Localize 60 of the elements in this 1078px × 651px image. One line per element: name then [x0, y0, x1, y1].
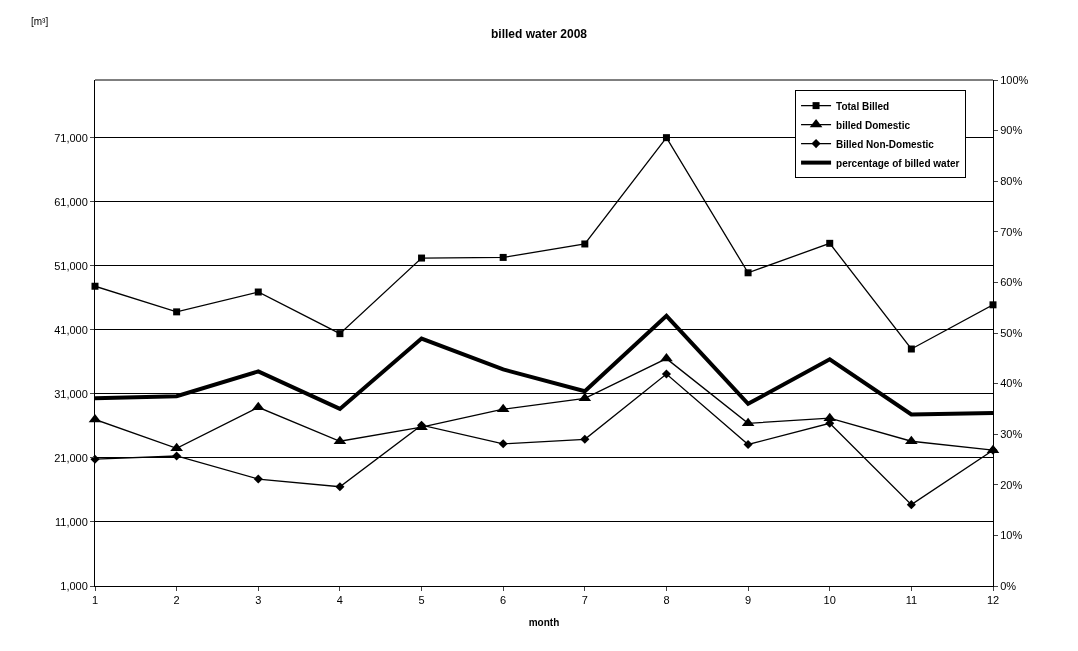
x-tick-label: 12 [986, 594, 1000, 607]
point [578, 392, 592, 402]
y2-tick-label: 100% [1000, 73, 1029, 86]
y2-tick-label: 10% [1000, 529, 1023, 542]
point [173, 308, 181, 316]
x-tick-label: 3 [255, 594, 262, 607]
x-tick-label: 8 [663, 594, 670, 607]
y-tick-label: 1,000 [60, 579, 88, 592]
y-tick-label: 71,000 [54, 131, 88, 144]
x-tick-label: 5 [418, 594, 425, 607]
legend-label: percentage of billed water [836, 157, 960, 169]
x-tick-label: 2 [173, 594, 180, 607]
point [418, 254, 426, 262]
x-tick-label: 6 [500, 594, 507, 607]
x-axis-title: month [528, 617, 560, 628]
y-tick-label: 51,000 [54, 259, 88, 272]
point [907, 345, 915, 353]
point [498, 439, 508, 449]
y-tick-label: 21,000 [54, 451, 88, 464]
point [744, 269, 752, 277]
point [662, 134, 670, 142]
y2-tick-label: 80% [1000, 175, 1023, 188]
point [172, 451, 182, 461]
y2-tick-label: 40% [1000, 377, 1023, 390]
x-tick-label: 10 [823, 594, 836, 607]
point [253, 474, 263, 484]
point [580, 434, 590, 444]
point [743, 439, 753, 449]
y-tick-label: 31,000 [54, 387, 88, 400]
point [170, 442, 183, 452]
legend-label: Total Billed [836, 100, 890, 112]
y2-tick-label: 30% [1000, 428, 1023, 441]
point [336, 330, 344, 338]
point [581, 240, 589, 248]
x-tick-label: 4 [336, 594, 343, 607]
x-tick-label: 1 [91, 594, 99, 607]
y2-tick-label: 0% [1000, 579, 1017, 592]
y2-tick-label: 20% [1000, 478, 1023, 491]
legend-label: Billed Non-Domestic [836, 138, 935, 150]
legend-label: billed Domestic [836, 119, 911, 131]
y-tick-label: 61,000 [54, 195, 88, 208]
point [251, 401, 265, 411]
y2-tick-label: 70% [1000, 225, 1023, 238]
y-tick-label: 41,000 [54, 323, 88, 336]
point [335, 482, 345, 492]
point [826, 239, 834, 247]
x-tick-label: 11 [905, 594, 918, 607]
point [254, 288, 262, 296]
y2-tick-label: 60% [1000, 276, 1023, 289]
point [661, 369, 671, 379]
point [499, 253, 507, 261]
x-tick-label: 7 [581, 594, 588, 607]
y-axis-title: [m³] [31, 16, 49, 27]
point [906, 500, 916, 510]
chart-title: billed water 2008 [490, 26, 588, 41]
y2-tick-label: 50% [1000, 326, 1023, 339]
point [741, 417, 755, 427]
x-tick-label: 9 [745, 594, 752, 607]
y2-tick-label: 90% [1000, 124, 1023, 137]
y-tick-label: 11,000 [54, 515, 88, 528]
